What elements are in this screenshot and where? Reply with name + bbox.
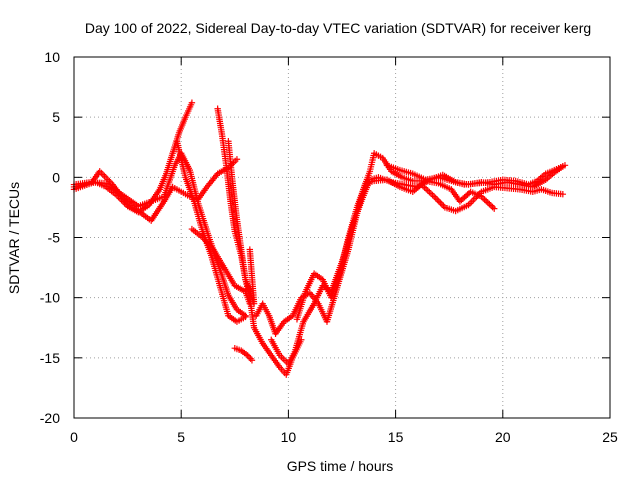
x-tick-label: 5	[177, 429, 185, 445]
data-point	[481, 196, 488, 203]
series-trace-10	[268, 163, 567, 368]
data-point	[422, 185, 430, 193]
series-trace-6	[188, 225, 254, 307]
y-tick-label: -20	[40, 410, 60, 426]
x-tick-label: 20	[495, 429, 511, 445]
axes: 0 5 10 15 20 25 -20 -15 -10 -5 0 5 10	[40, 49, 618, 445]
chart-title: Day 100 of 2022, Sidereal Day-to-day VTE…	[85, 20, 591, 36]
data-point	[486, 200, 493, 208]
data-point	[242, 313, 249, 321]
data-point	[247, 355, 254, 362]
data-point	[434, 196, 441, 203]
series-trace-4	[173, 138, 249, 325]
data-point	[462, 192, 470, 200]
data-point	[438, 201, 446, 208]
y-axis-label: SDTVAR / TECUs	[6, 182, 22, 294]
grid	[74, 57, 610, 418]
data-point	[248, 357, 256, 364]
data-point	[432, 194, 439, 202]
y-tick-label: 5	[52, 109, 60, 125]
data-point	[482, 197, 490, 205]
data-point	[427, 190, 435, 197]
x-tick-label: 15	[388, 429, 404, 445]
data-point	[484, 199, 491, 206]
data-point	[435, 198, 442, 205]
series-trace-3	[70, 150, 249, 319]
data-point	[561, 162, 569, 169]
data-point	[459, 195, 467, 202]
data-point	[487, 202, 495, 209]
series-trace-11	[293, 176, 567, 323]
series-trace-5	[214, 105, 305, 378]
data-point	[426, 188, 433, 196]
data-point	[429, 191, 436, 199]
data-point	[489, 203, 496, 211]
series-trace-2	[70, 156, 241, 224]
data-point	[456, 198, 464, 205]
data-point	[430, 193, 438, 200]
data-point	[437, 199, 444, 206]
y-tick-label: 0	[52, 169, 60, 185]
series-trace-7	[225, 138, 258, 307]
y-tick-label: -15	[40, 350, 60, 366]
x-axis-label: GPS time / hours	[287, 458, 394, 474]
data-point	[233, 156, 241, 163]
data-point	[424, 187, 431, 194]
data-points	[70, 99, 569, 378]
data-point	[458, 196, 465, 204]
x-tick-label: 0	[70, 429, 78, 445]
y-tick-label: -10	[40, 290, 60, 306]
data-point	[559, 190, 567, 198]
y-tick-label: -5	[48, 230, 61, 246]
y-tick-label: 10	[44, 49, 60, 65]
data-point	[464, 191, 471, 198]
series-trace-8	[231, 345, 256, 364]
data-point	[188, 99, 196, 106]
series-trace-12	[383, 162, 569, 188]
x-tick-label: 10	[281, 429, 297, 445]
data-point	[246, 246, 254, 253]
data-point	[461, 194, 468, 201]
x-tick-label: 25	[602, 429, 618, 445]
data-point	[491, 205, 498, 212]
